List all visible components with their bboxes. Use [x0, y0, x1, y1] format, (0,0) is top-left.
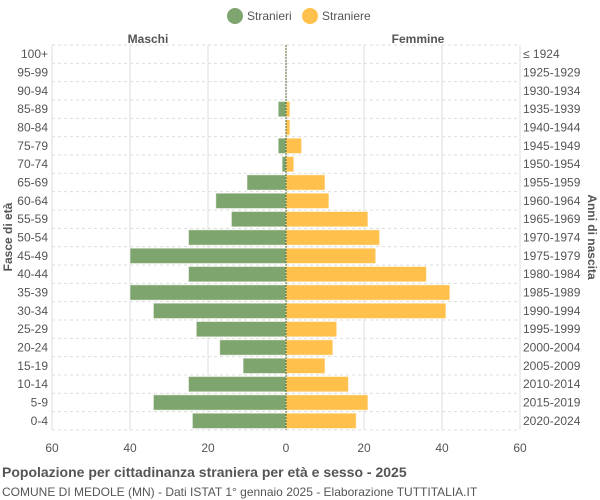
- bar-female: [285, 357, 326, 374]
- bar-female: [285, 266, 427, 283]
- birth-year-label: 1975-1979: [523, 249, 581, 263]
- bar-female: [285, 339, 334, 356]
- birth-year-label: 1950-1954: [523, 157, 581, 171]
- legend-label-stranieri: Stranieri: [247, 9, 292, 23]
- age-label: 55-59: [17, 212, 48, 226]
- birth-year-label: 1925-1929: [523, 66, 581, 80]
- chart-title: Popolazione per cittadinanza straniera p…: [2, 464, 407, 480]
- bar-male: [277, 101, 287, 118]
- birth-year-label: 2010-2014: [523, 377, 581, 391]
- birth-year-label: 1960-1964: [523, 194, 581, 208]
- bar-male: [191, 412, 287, 429]
- bar-male: [152, 394, 287, 411]
- bar-male: [242, 357, 287, 374]
- bar-female: [285, 156, 295, 173]
- age-label: 85-89: [17, 102, 48, 116]
- bar-female: [285, 229, 381, 246]
- age-label: 0-4: [31, 414, 49, 428]
- x-tick-label: 20: [201, 441, 215, 455]
- birth-year-label: 2020-2024: [523, 414, 581, 428]
- x-tick-label: 40: [435, 441, 449, 455]
- x-tick-label: 40: [123, 441, 137, 455]
- age-label: 10-14: [17, 377, 48, 391]
- pyramid-chart: 100+ ≤ 1924 95-99 1925-1929 90-94 1930-1934 85…: [1, 8, 599, 455]
- age-label: 5-9: [31, 396, 49, 410]
- age-label: 90-94: [17, 84, 48, 98]
- birth-year-label: 1995-1999: [523, 322, 581, 336]
- birth-year-label: 1930-1934: [523, 84, 581, 98]
- bar-male: [129, 284, 287, 301]
- right-header: Femmine: [392, 32, 445, 46]
- bar-male: [215, 192, 287, 210]
- age-label: 20-24: [17, 341, 48, 355]
- chart-subtitle: COMUNE DI MEDOLE (MN) - Dati ISTAT 1° ge…: [2, 485, 478, 499]
- bar-female: [285, 376, 349, 393]
- birth-year-label: 2015-2019: [523, 396, 581, 410]
- bar-female: [285, 211, 369, 228]
- y-axis-label-right: Anni di nascita: [585, 194, 599, 280]
- birth-year-label: 1965-1969: [523, 212, 581, 226]
- bar-female: [285, 302, 447, 319]
- birth-year-label: 1990-1994: [523, 304, 581, 318]
- bar-female: [285, 284, 451, 301]
- age-label: 80-84: [17, 121, 48, 135]
- bar-female: [285, 101, 291, 118]
- bar-male: [129, 247, 287, 265]
- age-label: 95-99: [17, 66, 48, 80]
- bar-male: [281, 156, 287, 173]
- age-label: 75-79: [17, 139, 48, 153]
- age-label: 100+: [21, 47, 48, 61]
- bar-male: [188, 266, 287, 283]
- birth-year-label: ≤ 1924: [523, 47, 560, 61]
- age-label: 25-29: [17, 322, 48, 336]
- birth-year-label: 1955-1959: [523, 176, 581, 190]
- age-label: 65-69: [17, 176, 48, 190]
- bar-male: [152, 302, 287, 319]
- age-label: 15-19: [17, 359, 48, 373]
- age-label: 30-34: [17, 304, 48, 318]
- x-tick-label: 20: [357, 441, 371, 455]
- left-header: Maschi: [128, 32, 169, 46]
- bar-female: [285, 394, 369, 411]
- x-tick-label: 0: [283, 441, 290, 455]
- bar-male: [277, 137, 287, 155]
- bar-female: [285, 321, 338, 338]
- legend-swatch-stranieri: [227, 8, 243, 24]
- bar-female: [285, 247, 377, 265]
- bar-male: [230, 211, 287, 228]
- age-label: 60-64: [17, 194, 48, 208]
- age-label: 40-44: [17, 267, 48, 281]
- bar-male: [188, 376, 287, 393]
- birth-year-label: 1940-1944: [523, 121, 581, 135]
- x-tick-label: 60: [45, 441, 59, 455]
- bar-female: [285, 412, 357, 429]
- birth-year-label: 2005-2009: [523, 359, 581, 373]
- bar-male: [219, 339, 287, 356]
- age-label: 35-39: [17, 286, 48, 300]
- birth-year-label: 1980-1984: [523, 267, 581, 281]
- birth-year-label: 1935-1939: [523, 102, 581, 116]
- x-tick-label: 60: [513, 441, 527, 455]
- age-label: 50-54: [17, 231, 48, 245]
- bar-male: [195, 321, 287, 338]
- bar-male: [246, 174, 287, 191]
- age-label: 45-49: [17, 249, 48, 263]
- bar-female: [285, 192, 330, 210]
- bar-female: [285, 137, 303, 155]
- bar-female: [285, 174, 326, 191]
- y-axis-label-left: Fasce di età: [1, 202, 15, 271]
- birth-year-label: 1970-1974: [523, 231, 581, 245]
- birth-year-label: 1945-1949: [523, 139, 581, 153]
- birth-year-label: 2000-2004: [523, 341, 581, 355]
- age-label: 70-74: [17, 157, 48, 171]
- legend-label-straniere: Straniere: [322, 9, 371, 23]
- bar-male: [188, 229, 287, 246]
- legend-swatch-straniere: [302, 8, 318, 24]
- bar-female: [285, 119, 291, 136]
- birth-year-label: 1985-1989: [523, 286, 581, 300]
